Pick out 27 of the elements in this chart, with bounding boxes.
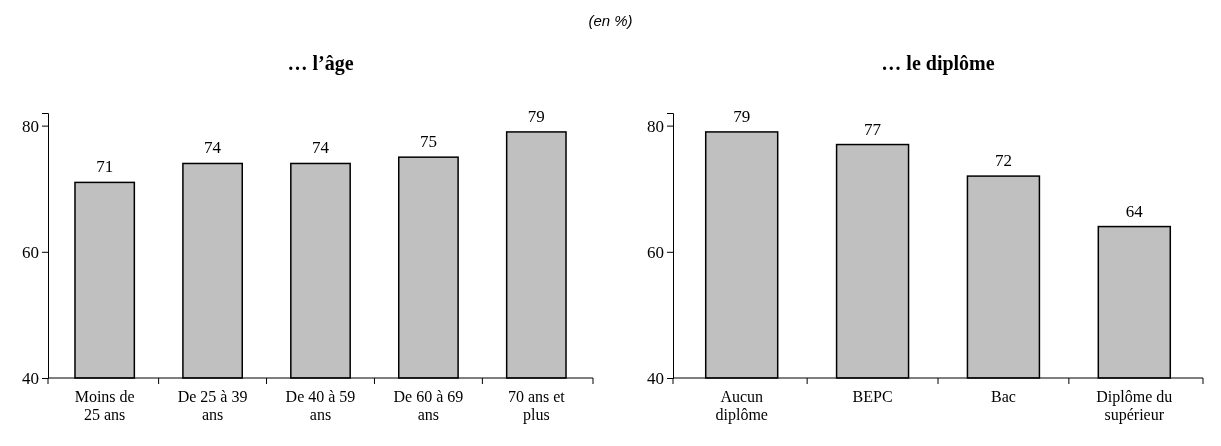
data-label: 79 [527, 106, 545, 126]
x-tick-label: Diplôme du supérieur [1096, 388, 1173, 425]
y-tick-label: 80 [22, 116, 39, 136]
y-tick-label: 60 [22, 242, 39, 262]
x-tick-label: De 60 à 69 ans [393, 388, 464, 424]
chart-subtitle: (en %) [588, 12, 633, 29]
data-label: 77 [864, 119, 882, 139]
data-label: 72 [994, 151, 1012, 171]
data-label: 71 [96, 157, 114, 177]
chart-title: … le diplôme [881, 52, 995, 75]
y-tick-label: 60 [647, 242, 664, 262]
data-label: 79 [733, 106, 751, 126]
x-tick-label: Aucun diplôme [715, 388, 768, 425]
y-tick-label: 40 [647, 368, 664, 388]
chart-title: … l’âge [287, 52, 354, 75]
x-tick-label: BEPC [852, 388, 893, 405]
x-tick-label: De 25 à 39 ans [177, 388, 248, 424]
x-tick-label: 70 ans et plus [507, 388, 566, 425]
data-label: 74 [312, 138, 330, 158]
y-tick-label: 40 [22, 368, 39, 388]
y-tick-label: 80 [647, 116, 664, 136]
data-label: 74 [204, 138, 222, 158]
x-tick-label: De 40 à 59 ans [285, 388, 356, 424]
x-tick-label: Moins de 25 ans [74, 388, 135, 424]
data-label: 75 [419, 132, 437, 152]
x-tick-label: Bac [990, 388, 1016, 405]
data-label: 64 [1125, 201, 1144, 221]
